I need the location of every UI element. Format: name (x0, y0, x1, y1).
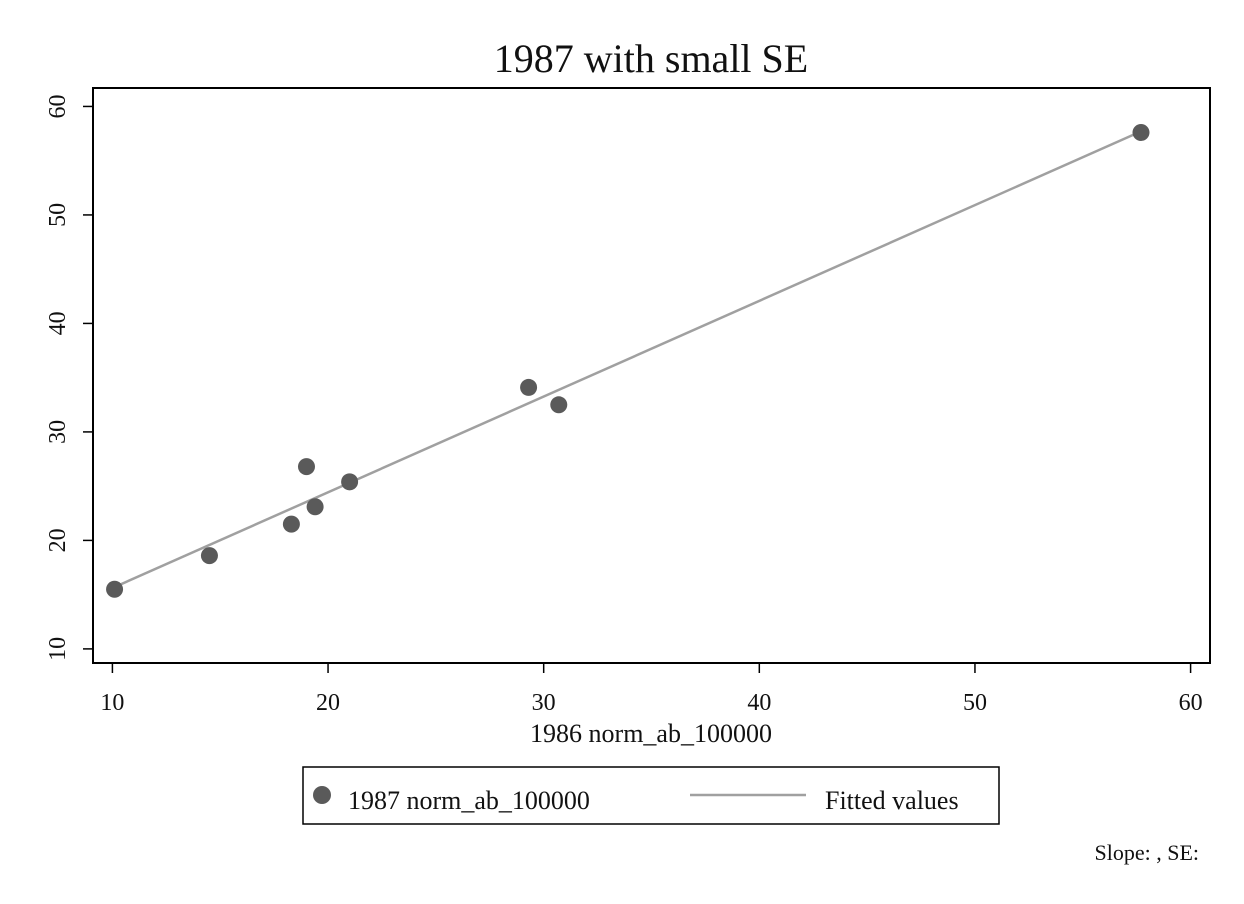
data-point (297, 458, 315, 476)
scatter-points-layer (106, 123, 1150, 598)
legend-marker-scatter (313, 786, 331, 804)
x-tick-label: 40 (747, 690, 771, 716)
y-tick-label: 60 (45, 94, 71, 118)
legend-box (302, 766, 1000, 825)
data-point (1132, 123, 1150, 141)
y-tick-label: 50 (45, 203, 71, 227)
fitted-values-line (114, 130, 1142, 589)
fitted-line-layer (114, 130, 1142, 589)
data-point (520, 378, 538, 396)
y-tick-label: 40 (45, 311, 71, 335)
y-tick-label: 10 (45, 637, 71, 661)
x-tick-label: 30 (532, 690, 556, 716)
data-point (282, 515, 300, 533)
x-tick-label: 20 (316, 690, 340, 716)
data-point (306, 498, 324, 516)
legend-label-scatter: 1987 norm_ab_100000 (348, 786, 590, 815)
y-axis: 10 20 30 40 50 60 (45, 94, 93, 661)
y-tick-label: 30 (45, 420, 71, 444)
data-point (550, 396, 568, 414)
x-tick-label: 60 (1179, 690, 1203, 716)
chart-title: 1987 with small SE (494, 36, 808, 81)
legend-label-fitted: Fitted values (825, 786, 959, 815)
y-tick-label: 20 (45, 528, 71, 552)
x-axis: 10 20 30 40 50 60 (100, 663, 1203, 716)
footnote: Slope: , SE: (1094, 840, 1199, 865)
x-axis-label: 1986 norm_ab_100000 (530, 719, 772, 748)
x-tick-label: 10 (100, 690, 124, 716)
data-point (106, 580, 124, 598)
x-tick-label: 50 (963, 690, 987, 716)
legend: 1987 norm_ab_100000 Fitted values (302, 766, 1000, 825)
data-point (341, 473, 359, 491)
data-point (200, 547, 218, 565)
